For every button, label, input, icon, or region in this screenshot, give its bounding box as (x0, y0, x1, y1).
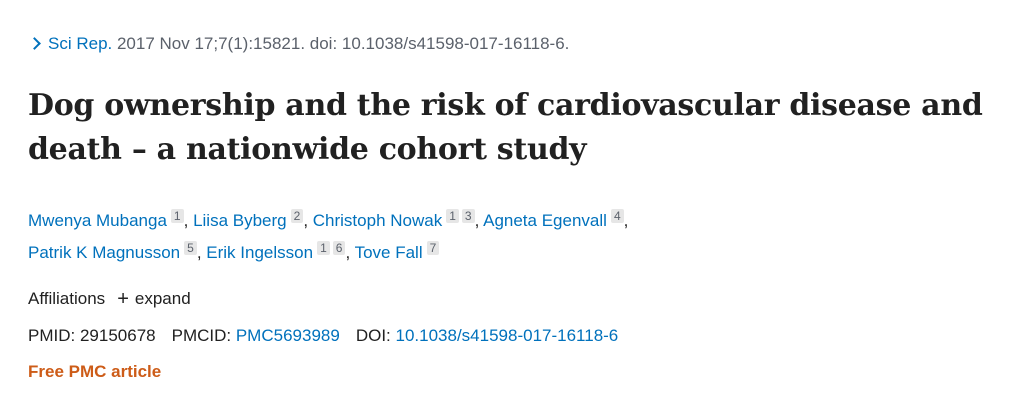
doi-link[interactable]: 10.1038/s41598-017-16118-6 (395, 326, 619, 345)
author-separator: , (474, 211, 484, 230)
pmcid-label: PMCID: (171, 326, 232, 345)
pmid-label: PMID: (28, 326, 76, 345)
affiliations-label: Affiliations (28, 289, 106, 308)
article-title: Dog ownership and the risk of cardiovasc… (28, 88, 983, 167)
affiliation-ref[interactable]: 7 (426, 241, 440, 255)
pmcid-link[interactable]: PMC5693989 (235, 326, 340, 345)
author-link[interactable]: Erik Ingelsson (206, 243, 314, 262)
author-link[interactable]: Patrik K Magnusson (28, 243, 181, 262)
affiliation-ref[interactable]: 3 (461, 209, 475, 223)
affiliations-toggle[interactable]: Affiliations + expand (28, 288, 191, 310)
author-link[interactable]: Liisa Byberg (193, 211, 287, 230)
author-list: Mwenya Mubanga 1, Liisa Byberg 2, Christop… (28, 205, 988, 269)
doi-label: DOI: (355, 326, 391, 345)
author-link[interactable]: Tove Fall (354, 243, 423, 262)
journal-link[interactable]: Sci Rep. (48, 34, 113, 53)
affiliation-ref[interactable]: 4 (610, 209, 624, 223)
author-link[interactable]: Christoph Nowak (312, 211, 443, 230)
affiliation-ref[interactable]: 5 (184, 241, 197, 255)
affiliation-ref[interactable]: 1 (317, 241, 330, 255)
citation-details: 2017 Nov 17;7(1):15821. doi: 10.1038/s41… (112, 34, 570, 53)
author-separator: , (303, 211, 313, 230)
identifiers: PMID: 29150678 PMCID: PMC5693989 DOI: 10.1… (28, 325, 618, 347)
expand-label[interactable]: expand (134, 289, 191, 308)
author-separator: , (623, 211, 629, 230)
plus-icon[interactable]: + (117, 288, 129, 310)
affiliation-ref[interactable]: 1 (170, 209, 184, 223)
affiliation-ref[interactable]: 6 (332, 241, 346, 255)
author-separator: , (183, 211, 194, 230)
citation-line: Sci Rep. 2017 Nov 17;7(1):15821. doi: 10… (28, 33, 569, 55)
author-separator: , (345, 243, 355, 262)
affiliation-ref[interactable]: 2 (290, 209, 304, 223)
pmid-value: 29150678 (79, 326, 156, 345)
author-link[interactable]: Agneta Egenvall (483, 211, 607, 230)
author-link[interactable]: Mwenya Mubanga (28, 211, 167, 230)
chevron-right-icon[interactable] (28, 37, 41, 50)
free-article-badge: Free PMC article (28, 362, 162, 381)
author-separator: , (196, 243, 207, 262)
affiliation-ref[interactable]: 1 (446, 209, 459, 223)
